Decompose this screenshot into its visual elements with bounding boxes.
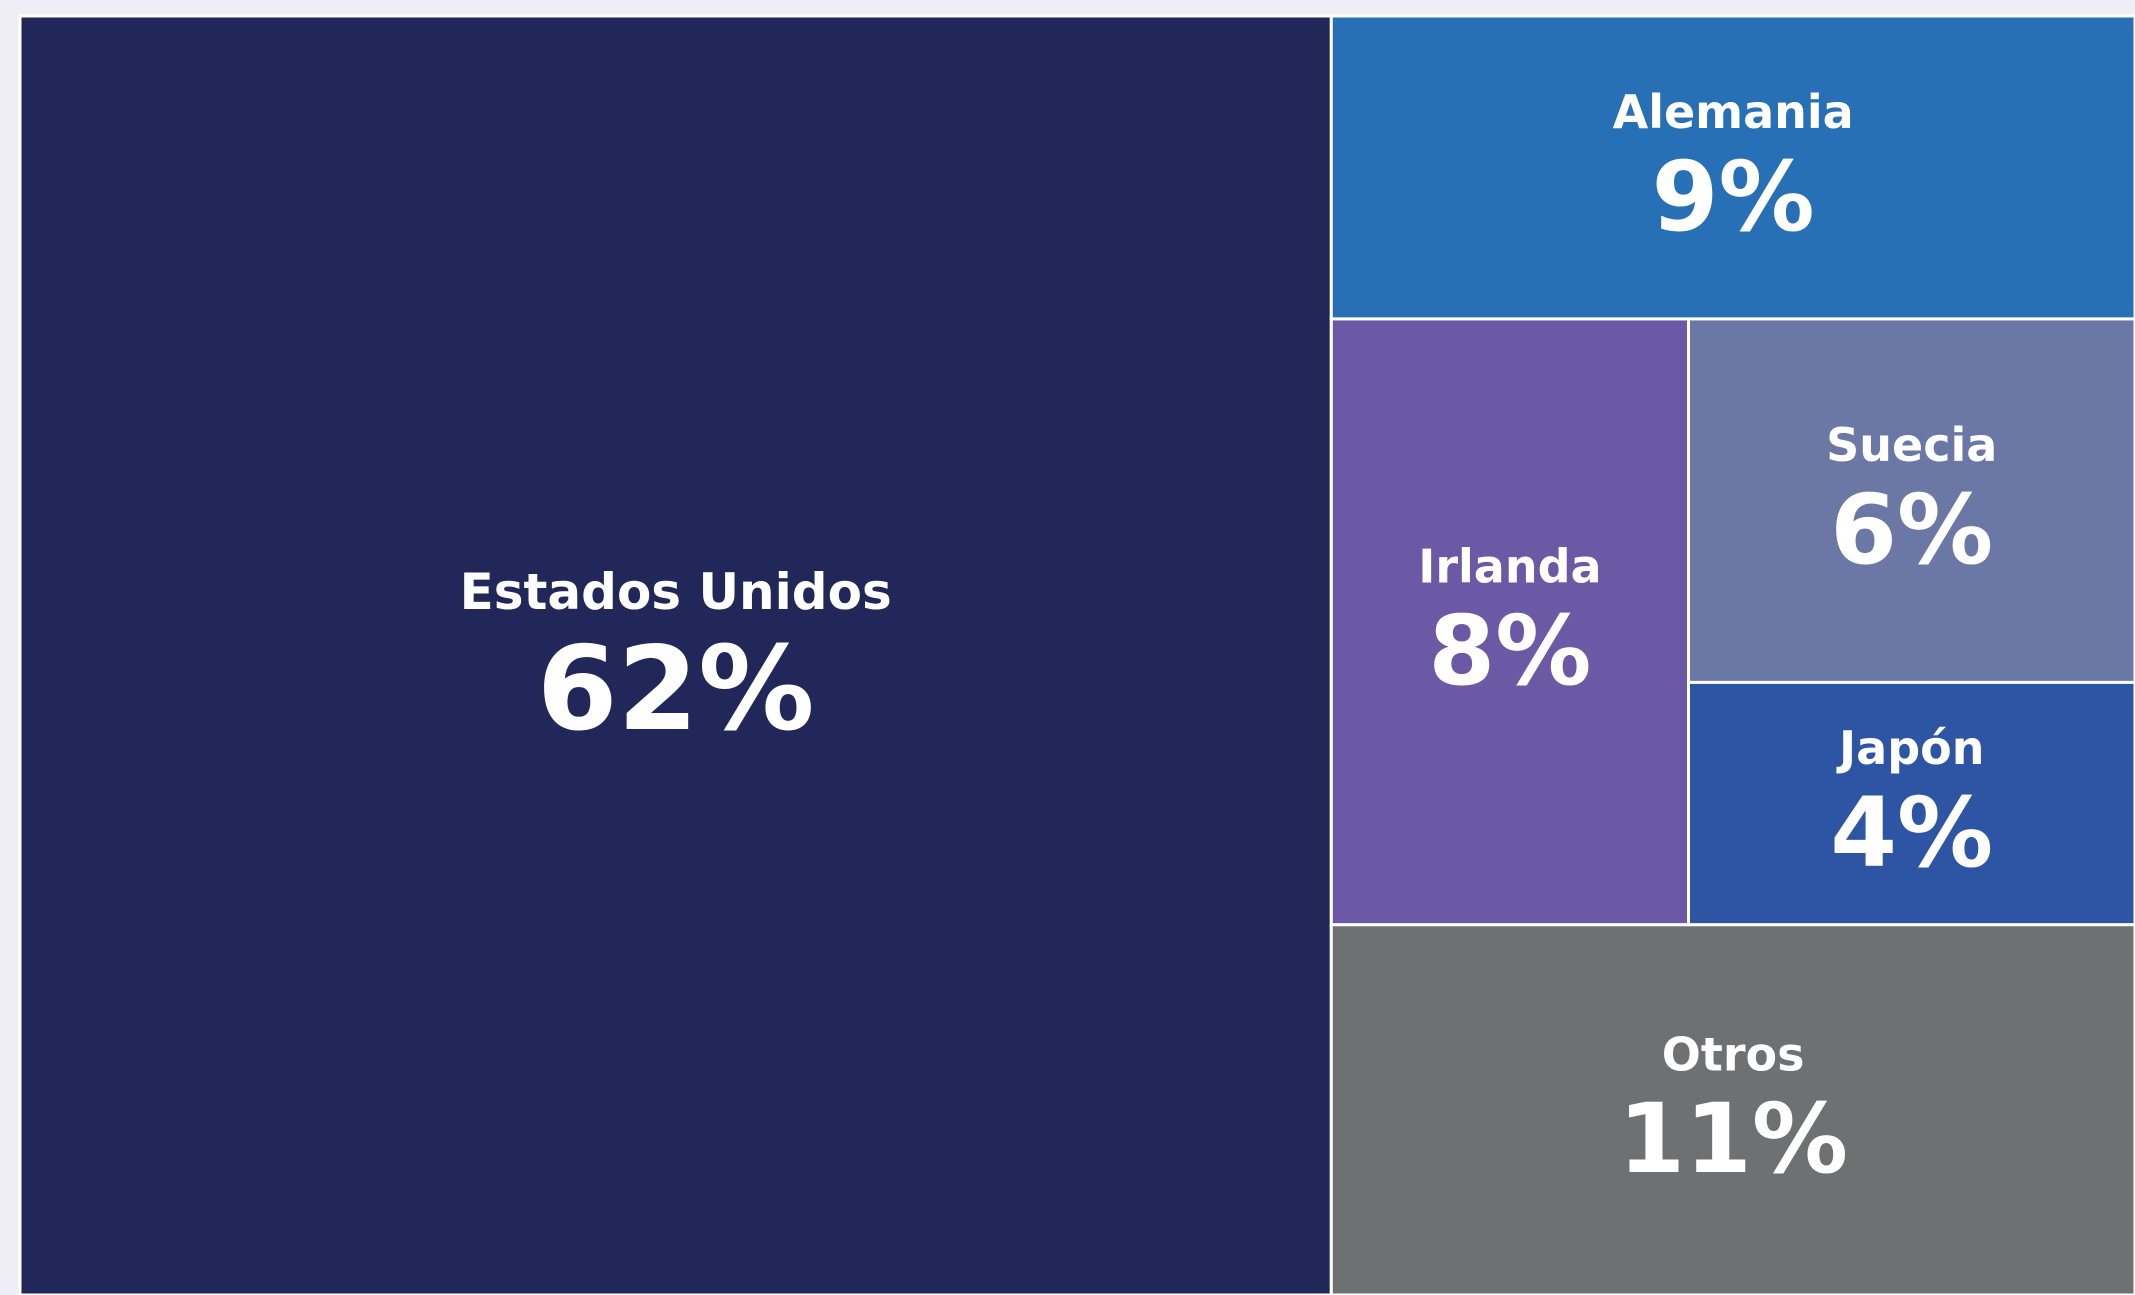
cell-value: 4% xyxy=(1830,777,1993,889)
treemap-cell xyxy=(18,14,1333,1295)
cell-value: 62% xyxy=(537,622,815,757)
cell-label: Otros xyxy=(1662,1027,1805,1081)
cell-value: 6% xyxy=(1830,474,1993,586)
cell-label: Alemania xyxy=(1613,85,1854,139)
cell-label: Estados Unidos xyxy=(460,563,892,621)
treemap-cell xyxy=(1687,317,2135,684)
treemap-cell xyxy=(1329,14,2135,321)
cell-label: Irlanda xyxy=(1418,539,1601,593)
cell-label: Suecia xyxy=(1826,418,1997,472)
cell-label: Japón xyxy=(1836,721,1984,775)
cell-value: 11% xyxy=(1618,1083,1848,1195)
cell-value: 9% xyxy=(1652,141,1815,253)
treemap-cell xyxy=(1329,317,1691,927)
treemap-cell xyxy=(1329,923,2135,1295)
cell-value: 8% xyxy=(1428,595,1591,707)
